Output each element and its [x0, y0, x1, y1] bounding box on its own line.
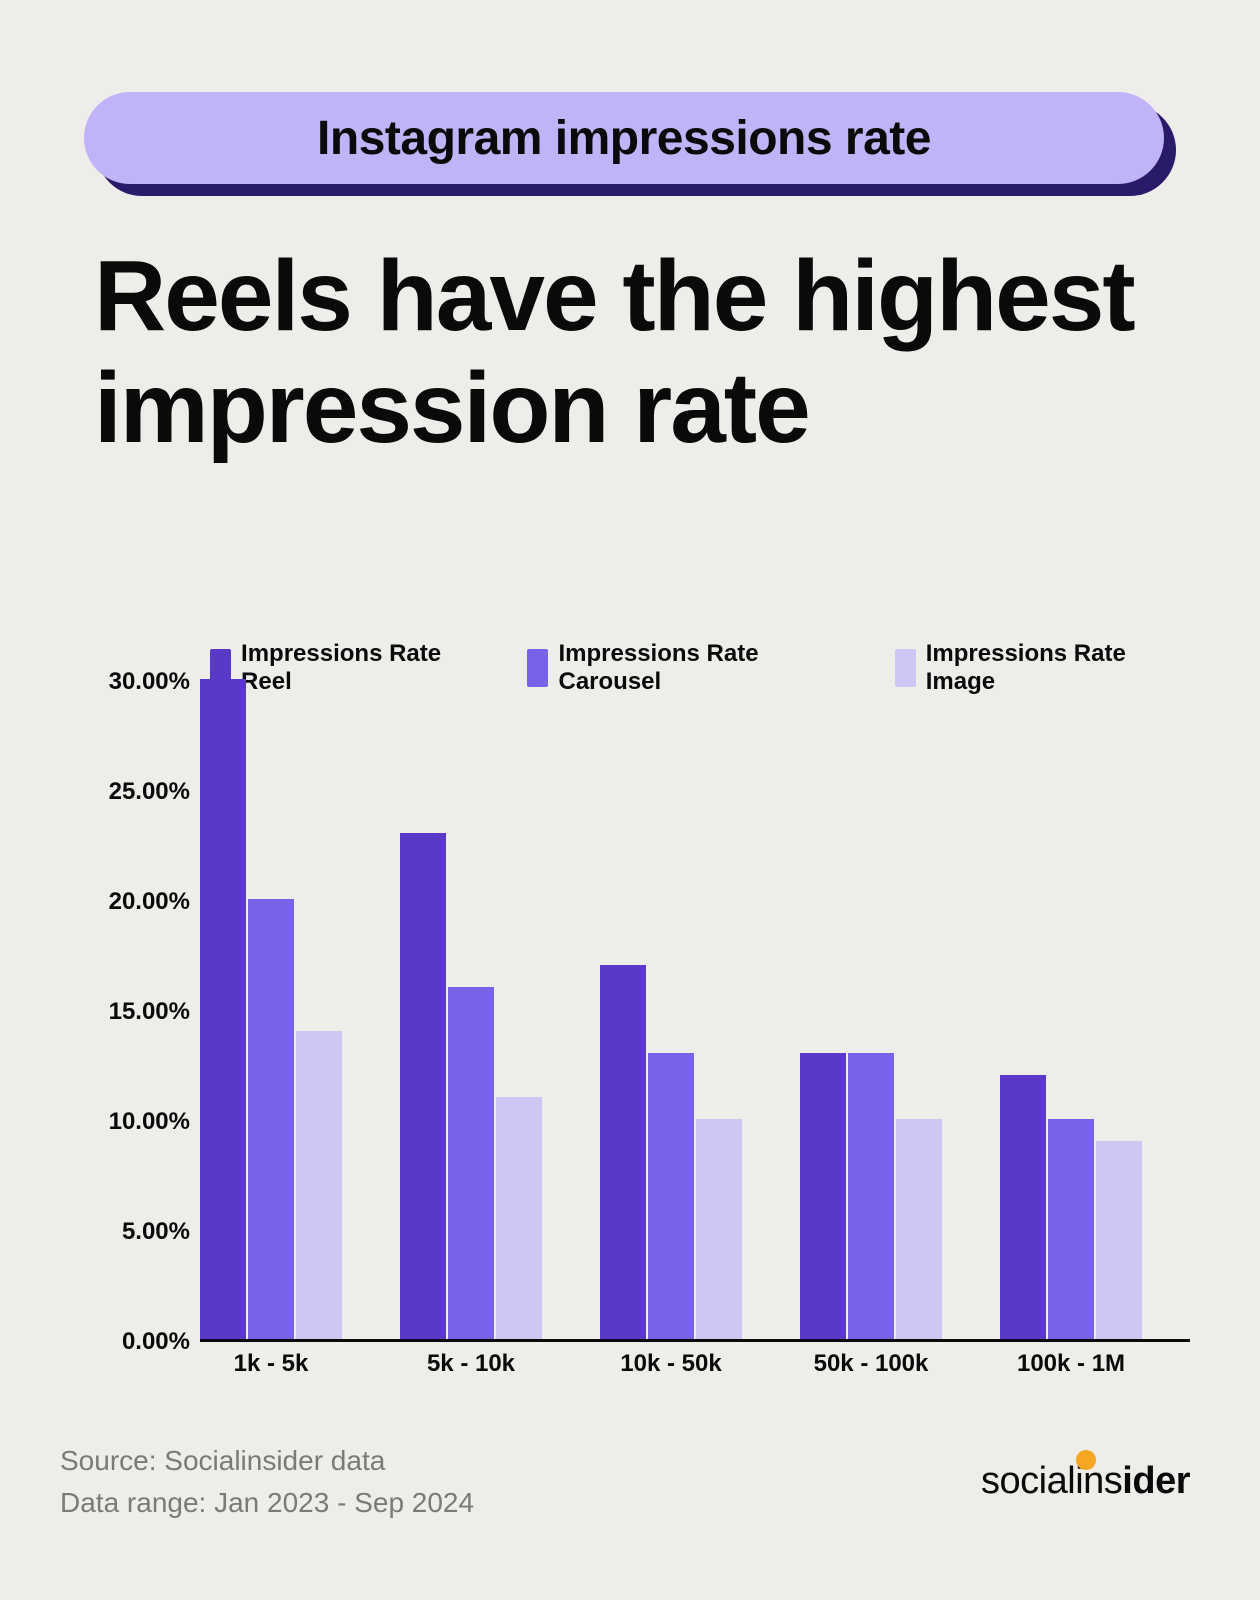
bar-group [400, 833, 542, 1339]
logo-bold-part: ider [1122, 1460, 1190, 1503]
bar-group [200, 679, 342, 1339]
x-tick-label: 50k - 100k [771, 1350, 971, 1378]
y-tick-label: 20.00% [80, 888, 190, 916]
title-pill: Instagram impressions rate [84, 92, 1176, 196]
bar-reel [400, 833, 446, 1339]
bar-reel [200, 679, 246, 1339]
bar-carousel [1048, 1119, 1094, 1339]
x-tick-label: 100k - 1M [971, 1350, 1171, 1378]
title-pill-text: Instagram impressions rate [317, 111, 931, 166]
y-tick-label: 15.00% [80, 998, 190, 1026]
bar-reel [600, 965, 646, 1339]
chart-bars-area: 1k - 5k 5k - 10k 10k - 50k 50k - 100k 10… [200, 682, 1190, 1342]
bar-reel [1000, 1075, 1046, 1339]
logo-part: social [981, 1460, 1075, 1503]
logo-i-with-dot: i [1075, 1460, 1083, 1503]
bar-carousel [848, 1053, 894, 1339]
bar-group [600, 965, 742, 1339]
socialinsider-logo: socialinsider [981, 1460, 1190, 1503]
bar-group [1000, 1075, 1142, 1339]
y-tick-label: 30.00% [80, 668, 190, 696]
bar-carousel [248, 899, 294, 1339]
bar-carousel [448, 987, 494, 1339]
impressions-chart: Impressions Rate Reel Impressions Rate C… [80, 640, 1190, 1400]
chart-plot: 30.00% 25.00% 20.00% 15.00% 10.00% 5.00%… [80, 682, 1190, 1342]
y-tick-label: 10.00% [80, 1108, 190, 1136]
footer: Source: Socialinsider data Data range: J… [60, 1440, 1200, 1560]
x-tick-label: 10k - 50k [571, 1350, 771, 1378]
x-tick-label: 5k - 10k [371, 1350, 571, 1378]
y-tick-label: 5.00% [80, 1218, 190, 1246]
bar-image [896, 1119, 942, 1339]
bar-image [1096, 1141, 1142, 1339]
y-tick-label: 25.00% [80, 778, 190, 806]
bar-carousel [648, 1053, 694, 1339]
bar-image [696, 1119, 742, 1339]
title-pill-bg: Instagram impressions rate [84, 92, 1164, 184]
x-tick-label: 1k - 5k [171, 1350, 371, 1378]
bar-image [496, 1097, 542, 1339]
bar-reel [800, 1053, 846, 1339]
headline: Reels have the highest impression rate [94, 240, 1174, 464]
bar-group [800, 1053, 942, 1339]
bar-image [296, 1031, 342, 1339]
